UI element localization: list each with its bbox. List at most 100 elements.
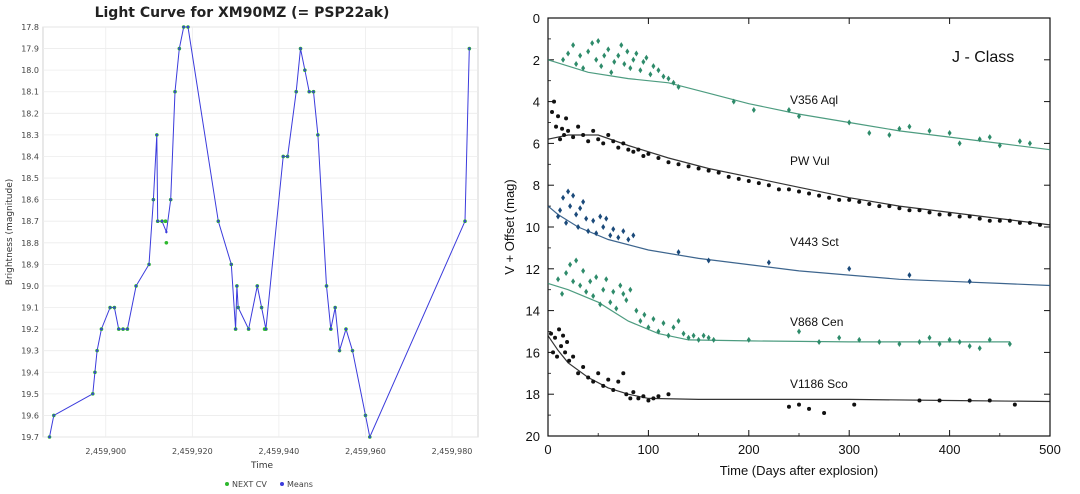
right-y-tick-labels: 0 2 4 6 8 10 12 14 16 18 20 bbox=[526, 11, 540, 444]
data-point-v1186-sco bbox=[917, 398, 922, 403]
means-point bbox=[48, 435, 51, 439]
data-point-pw-vul bbox=[807, 191, 812, 196]
data-point-pw-vul bbox=[877, 204, 882, 209]
means-point bbox=[147, 263, 151, 266]
data-point-pw-vul bbox=[857, 199, 862, 204]
data-point-v443-sct bbox=[676, 249, 681, 256]
right-y-tick-label: 16 bbox=[526, 345, 540, 360]
means-point bbox=[169, 198, 172, 201]
data-point-v1186-sco bbox=[641, 394, 646, 399]
data-point-v356-aql bbox=[987, 134, 992, 141]
left-x-tick-label: 2,459,900 bbox=[85, 447, 126, 456]
right-j-class-chart: 0 2 4 6 8 10 12 14 16 18 20 0 100 200 300 400 500 J - C… bbox=[502, 11, 1061, 478]
data-point-v868-cen bbox=[681, 330, 686, 337]
data-point-v868-cen bbox=[642, 311, 647, 318]
data-point-v868-cen bbox=[967, 343, 972, 350]
data-point-v443-sct bbox=[847, 265, 852, 272]
fit-curve-pw-vul bbox=[547, 134, 1051, 226]
data-point-v443-sct bbox=[556, 213, 561, 220]
data-point-v868-cen bbox=[594, 274, 599, 281]
data-point-pw-vul bbox=[558, 137, 563, 142]
left-y-tick-label: 18.2 bbox=[21, 109, 39, 118]
data-point-v868-cen bbox=[837, 334, 842, 341]
right-y-tick-label: 0 bbox=[533, 11, 540, 26]
data-point-pw-vul bbox=[736, 176, 741, 181]
data-point-pw-vul bbox=[837, 197, 842, 202]
data-point-v443-sct bbox=[594, 230, 599, 237]
left-x-axis-label: Time bbox=[250, 461, 273, 471]
means-point bbox=[134, 284, 138, 288]
right-y-tick-label: 10 bbox=[526, 220, 540, 235]
data-point-v1186-sco bbox=[646, 398, 651, 403]
means-point bbox=[344, 327, 348, 331]
data-point-v443-sct bbox=[611, 226, 616, 233]
data-point-v443-sct bbox=[626, 236, 631, 243]
data-point-v868-cen bbox=[564, 269, 569, 276]
data-point-v356-aql bbox=[574, 60, 579, 67]
data-point-pw-vul bbox=[686, 164, 691, 169]
data-point-v1186-sco bbox=[797, 402, 801, 407]
data-point-v868-cen bbox=[711, 336, 716, 343]
data-point-v443-sct bbox=[608, 232, 613, 239]
means-point bbox=[325, 284, 328, 288]
data-point-v356-aql bbox=[561, 56, 566, 63]
data-point-pw-vul bbox=[937, 212, 942, 217]
data-point-pw-vul bbox=[606, 133, 611, 138]
data-point-v868-cen bbox=[987, 336, 992, 343]
data-point-v1186-sco bbox=[561, 333, 566, 338]
means-point bbox=[178, 47, 181, 50]
data-point-v443-sct bbox=[586, 228, 591, 235]
right-y-tick-label: 20 bbox=[526, 429, 540, 444]
data-point-v356-aql bbox=[947, 129, 952, 136]
left-plot-area bbox=[42, 26, 479, 438]
data-point-v356-aql bbox=[897, 125, 902, 132]
next-cv-point bbox=[164, 240, 169, 245]
left-x-tick-label: 2,459,960 bbox=[345, 447, 386, 456]
left-y-tick-label: 18.7 bbox=[21, 217, 39, 226]
data-point-pw-vul bbox=[817, 193, 822, 198]
means-point bbox=[217, 220, 220, 223]
left-x-tick-label: 2,459,920 bbox=[172, 447, 213, 456]
data-point-pw-vul bbox=[706, 168, 711, 173]
left-legend: NEXT CV Means bbox=[225, 480, 313, 489]
data-point-pw-vul bbox=[987, 218, 992, 223]
left-y-tick-label: 19.2 bbox=[21, 325, 39, 334]
data-point-v1186-sco bbox=[621, 371, 626, 376]
data-point-v443-sct bbox=[616, 234, 621, 241]
data-point-pw-vul bbox=[562, 133, 567, 138]
means-point bbox=[364, 414, 367, 417]
data-point-v1186-sco bbox=[555, 354, 560, 359]
data-point-pw-vul bbox=[957, 214, 962, 219]
data-point-pw-vul bbox=[641, 153, 646, 158]
data-point-v868-cen bbox=[574, 257, 579, 264]
data-point-v868-cen bbox=[571, 278, 576, 285]
data-point-v1186-sco bbox=[606, 377, 611, 382]
means-point bbox=[52, 414, 56, 417]
means-point bbox=[351, 349, 354, 352]
data-point-v356-aql bbox=[606, 46, 611, 53]
left-y-tick-label: 17.9 bbox=[21, 45, 39, 54]
right-x-axis-label: Time (Days after explosion) bbox=[720, 463, 878, 478]
data-point-pw-vul bbox=[797, 189, 801, 194]
data-point-v356-aql bbox=[571, 42, 576, 49]
data-point-pw-vul bbox=[576, 124, 581, 129]
data-point-v868-cen bbox=[857, 336, 862, 343]
data-point-pw-vul bbox=[611, 139, 616, 144]
data-point-pw-vul bbox=[596, 137, 601, 142]
data-point-v356-aql bbox=[867, 129, 872, 136]
data-point-pw-vul bbox=[656, 156, 661, 161]
means-point bbox=[286, 155, 289, 158]
means-point bbox=[126, 327, 129, 331]
data-point-v1186-sco bbox=[557, 327, 562, 332]
means-point bbox=[113, 306, 116, 309]
data-point-v356-aql bbox=[786, 106, 791, 113]
data-point-v868-cen bbox=[604, 276, 609, 283]
means-point bbox=[316, 133, 320, 137]
data-point-v356-aql bbox=[651, 63, 656, 70]
data-point-v356-aql bbox=[997, 142, 1002, 149]
means-point bbox=[117, 327, 120, 331]
data-point-v868-cen bbox=[917, 338, 922, 345]
data-point-v868-cen bbox=[614, 305, 619, 312]
left-y-axis-label: Brightness (magnitude) bbox=[5, 179, 15, 286]
means-point bbox=[329, 327, 333, 331]
